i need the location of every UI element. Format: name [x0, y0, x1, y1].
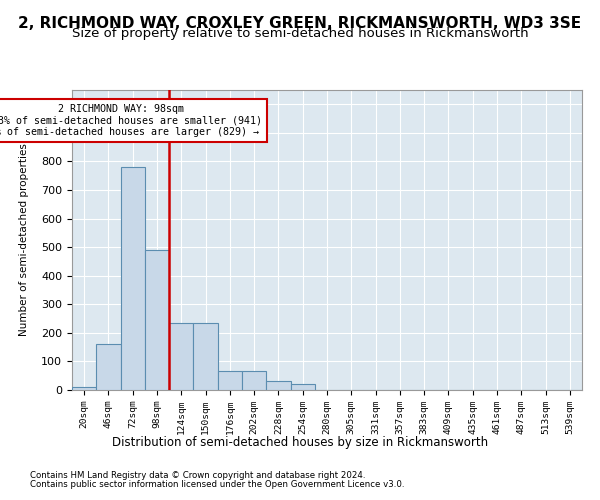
- Y-axis label: Number of semi-detached properties: Number of semi-detached properties: [19, 144, 29, 336]
- Text: Distribution of semi-detached houses by size in Rickmansworth: Distribution of semi-detached houses by …: [112, 436, 488, 449]
- Bar: [121, 167, 145, 390]
- Text: 2 RICHMOND WAY: 98sqm
← 53% of semi-detached houses are smaller (941)
46% of sem: 2 RICHMOND WAY: 98sqm ← 53% of semi-deta…: [0, 104, 262, 138]
- Bar: [266, 380, 290, 390]
- Bar: [242, 372, 266, 390]
- Text: Contains HM Land Registry data © Crown copyright and database right 2024.: Contains HM Land Registry data © Crown c…: [30, 471, 365, 480]
- Bar: [145, 250, 169, 390]
- Bar: [169, 323, 193, 390]
- Text: 2, RICHMOND WAY, CROXLEY GREEN, RICKMANSWORTH, WD3 3SE: 2, RICHMOND WAY, CROXLEY GREEN, RICKMANS…: [19, 16, 581, 31]
- Bar: [96, 344, 121, 390]
- Bar: [193, 323, 218, 390]
- Bar: [72, 386, 96, 390]
- Text: Contains public sector information licensed under the Open Government Licence v3: Contains public sector information licen…: [30, 480, 404, 489]
- Text: Size of property relative to semi-detached houses in Rickmansworth: Size of property relative to semi-detach…: [71, 28, 529, 40]
- Bar: [218, 372, 242, 390]
- Bar: [290, 384, 315, 390]
